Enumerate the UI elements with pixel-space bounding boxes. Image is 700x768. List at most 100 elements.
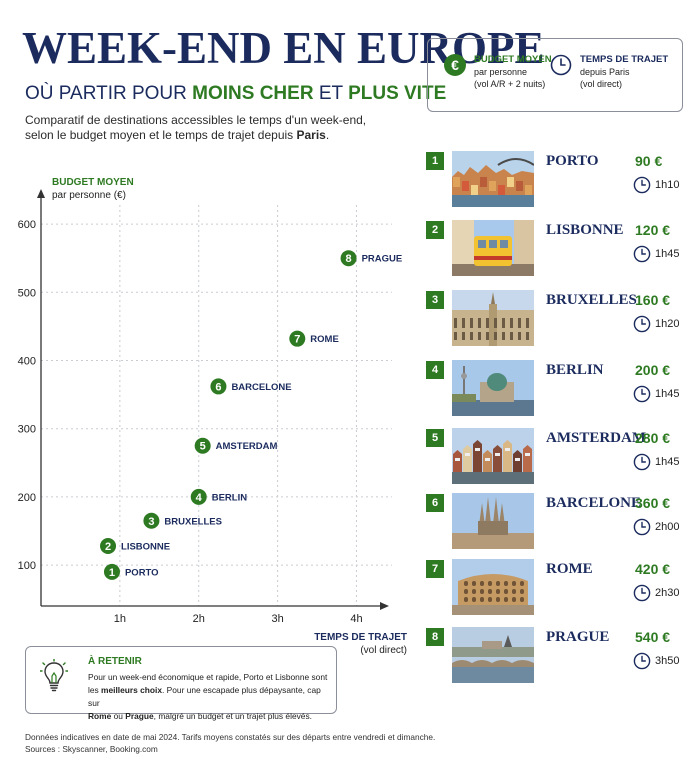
legend-time-text: TEMPS DE TRAJET depuis Paris (vol direct… — [580, 54, 668, 90]
destination-number: 5 — [426, 429, 444, 447]
retenir-box: À RETENIR Pour un week-end économique et… — [25, 646, 337, 721]
scatter-chart: 100 200 300 400 500 600 1h 2h 3h 4h 1 PORTO 2 LISBONN… — [18, 189, 402, 625]
point-number: 1 — [109, 567, 115, 579]
destination-city: ROME — [546, 561, 593, 577]
data-point: 4 BERLIN — [190, 488, 248, 505]
destination-row: 7 ROME 420 € 2h30 — [426, 559, 686, 621]
y-axis-title: BUDGET MOYEN par personne (€) — [52, 176, 134, 202]
x-axis-arrow — [380, 602, 389, 610]
desc-line-1: Comparatif de destinations accessibles l… — [25, 113, 367, 127]
destination-time: 1h20 — [655, 318, 680, 330]
point-number: 5 — [200, 441, 206, 453]
destination-photo — [452, 360, 534, 416]
destination-price: 160 € — [635, 292, 671, 308]
destination-photo — [452, 559, 534, 615]
legend-box: € BUDGET MOYEN par personne (vol A/R + 2… — [427, 38, 683, 112]
clock-icon — [633, 453, 651, 471]
desc-paris: Paris — [296, 128, 326, 142]
data-point: 2 LISBONNE — [100, 537, 170, 554]
destination-number: 2 — [426, 221, 444, 239]
point-label: BARCELONE — [231, 382, 291, 393]
retenir-line-1: Pour un week-end économique et rapide, P… — [88, 672, 328, 682]
y-axis-title-sub: par personne (€) — [52, 190, 126, 201]
destination-city: LISBONNE — [546, 222, 624, 238]
destination-time: 1h10 — [655, 179, 680, 191]
destination-price: 420 € — [635, 561, 671, 577]
destination-price: 280 € — [635, 430, 671, 446]
point-number: 2 — [105, 541, 111, 553]
subtitle-prefix: OÙ PARTIR POUR — [25, 83, 193, 104]
y-tick-label: 600 — [18, 219, 36, 231]
x-axis-title-main: TEMPS DE TRAJET — [314, 632, 407, 643]
legend-time-sub2: (vol direct) — [580, 79, 623, 89]
y-tick-label: 400 — [18, 355, 36, 367]
data-point: 3 BRUXELLES — [143, 512, 222, 529]
lightbulb-icon — [40, 659, 68, 692]
destination-photo — [452, 220, 534, 276]
point-number: 3 — [148, 516, 154, 528]
desc-line-2-prefix: selon le budget moyen et le temps de tra… — [25, 128, 297, 142]
destination-city: PORTO — [546, 153, 599, 169]
x-tick-label: 1h — [114, 613, 126, 625]
point-marker — [190, 488, 207, 505]
point-label: LISBONNE — [121, 541, 170, 552]
destination-city: AMSTERDAM — [546, 430, 646, 446]
point-label: AMSTERDAM — [216, 441, 278, 452]
retenir-best-choices: meilleurs choix — [101, 685, 163, 695]
destination-number: 6 — [426, 494, 444, 512]
legend-budget-sub1: par personne — [474, 67, 528, 77]
destination-time: 1h45 — [655, 248, 680, 260]
data-point: 1 PORTO — [103, 563, 159, 580]
point-label: BRUXELLES — [164, 516, 222, 527]
desc-line-2: selon le budget moyen et le temps de tra… — [25, 128, 405, 143]
footer-sources: Sources : Skyscanner, Booking.com — [25, 744, 158, 754]
data-point: 7 ROME — [289, 330, 339, 347]
destination-number: 7 — [426, 560, 444, 578]
destination-row: 4 BERLIN 200 € 1h45 — [426, 360, 686, 422]
euro-icon: € — [444, 54, 466, 76]
page-subtitle: OÙ PARTIR POUR MOINS CHER ET PLUS VITE — [25, 83, 446, 105]
y-tick-label: 100 — [18, 560, 36, 572]
subtitle-cheap: MOINS CHER — [192, 83, 314, 104]
point-marker — [103, 563, 120, 580]
destination-number: 8 — [426, 628, 444, 646]
destination-number: 4 — [426, 361, 444, 379]
subtitle-and: ET — [313, 83, 349, 104]
destination-number: 1 — [426, 152, 444, 170]
clock-icon — [633, 245, 651, 263]
point-label: BERLIN — [212, 492, 248, 503]
destination-row: 6 BARCELONE 360 € 2h00 — [426, 493, 686, 555]
legend-budget-text: BUDGET MOYEN par personne (vol A/R + 2 n… — [474, 54, 552, 90]
y-axis-arrow — [37, 189, 45, 198]
destination-photo — [452, 428, 534, 484]
point-number: 8 — [346, 253, 352, 265]
retenir-prague: Prague — [125, 711, 154, 721]
retenir-rome: Rome — [88, 711, 112, 721]
clock-icon — [633, 652, 651, 670]
x-tick-label: 2h — [193, 613, 205, 625]
point-marker — [289, 330, 306, 347]
page-description: Comparatif de destinations accessibles l… — [25, 113, 405, 143]
destination-row: 3 BRUXELLES 160 € 1h20 — [426, 290, 686, 352]
destination-city: BERLIN — [546, 362, 604, 378]
point-marker — [194, 437, 211, 454]
retenir-text: Pour un week-end économique et rapide, P… — [88, 671, 333, 723]
desc-line-2-end: . — [325, 128, 330, 142]
destination-time: 2h30 — [655, 587, 680, 599]
destination-photo — [452, 290, 534, 346]
destination-row: 8 PRAGUE 540 € 3h50 — [426, 627, 686, 689]
destination-photo — [452, 151, 534, 207]
data-point: 8 PRAGUE — [340, 250, 402, 267]
point-marker — [210, 378, 227, 395]
destination-photo — [452, 493, 534, 549]
point-marker — [143, 512, 160, 529]
destination-time: 1h45 — [655, 388, 680, 400]
legend-time-sub1: depuis Paris — [580, 67, 630, 77]
clock-icon — [633, 176, 651, 194]
destination-row: 5 AMSTERDAM 280 € 1h45 — [426, 428, 686, 490]
y-tick-label: 300 — [18, 424, 36, 436]
clock-icon — [633, 315, 651, 333]
y-axis-title-main: BUDGET MOYEN — [52, 177, 134, 188]
point-label: ROME — [310, 334, 339, 345]
legend-budget-sub2: (vol A/R + 2 nuits) — [474, 79, 546, 89]
